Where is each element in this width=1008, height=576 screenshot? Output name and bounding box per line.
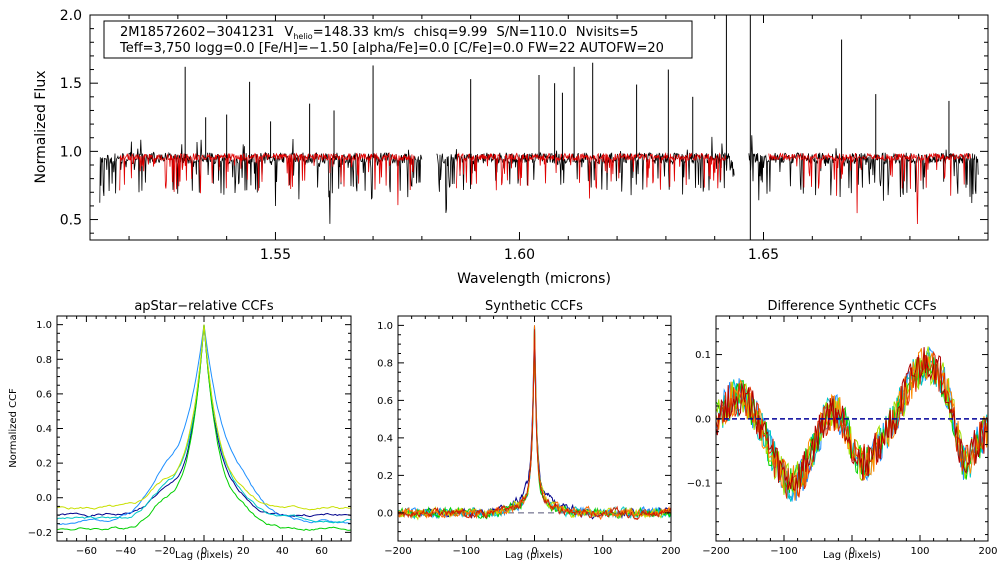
x-tick-label: −200 — [384, 546, 411, 557]
x-tick-label: 200 — [978, 546, 997, 557]
model-spectrum-line — [456, 152, 727, 199]
x-tick-label: −100 — [453, 546, 480, 557]
apstar-ccf-ticks — [56, 315, 352, 542]
y-tick-label: 0.1 — [695, 350, 711, 361]
difference-ccf-y-tick-labels: −0.1 0.0 0.1 — [687, 350, 711, 490]
x-tick-label: 60 — [315, 546, 328, 557]
y-tick-label: 0.6 — [36, 389, 52, 400]
apstar-ccf-plot-area — [56, 324, 352, 531]
apstar-ccf-x-tick-labels: −60 −40 −20 0 20 40 60 — [76, 546, 328, 557]
apstar-ccf-y-tick-labels: −0.2 0.0 0.2 0.4 0.6 0.8 1.0 — [28, 320, 52, 539]
vhelio-value: =148.33 km/s — [313, 25, 405, 40]
x-tick-label: −40 — [115, 546, 136, 557]
x-tick-label: 100 — [593, 546, 612, 557]
difference-ccf-x-label: Lag (pixels) — [823, 550, 881, 561]
synthetic-ccf-y-tick-labels: 0.0 0.2 0.4 0.6 0.8 1.0 — [377, 321, 393, 520]
sn-value: S/N=110.0 — [496, 25, 566, 40]
x-tick-label: −20 — [154, 546, 175, 557]
x-tick-label: 1.60 — [504, 247, 535, 263]
synthetic-ccf-x-label: Lag (pixels) — [505, 550, 563, 561]
spectrum-y-tick-labels: 0.5 1.0 1.5 2.0 — [60, 8, 82, 229]
synthetic-ccf-ticks — [397, 315, 672, 541]
observed-spectrum-line — [436, 136, 735, 213]
apstar-ccf-x-label: Lag (pixels) — [175, 550, 233, 561]
x-tick-label: 0 — [849, 546, 855, 557]
ccf-series-line — [397, 329, 672, 521]
x-tick-label: 1.55 — [260, 247, 291, 263]
spectrum-x-label: Wavelength (microns) — [457, 271, 611, 287]
x-tick-label: −200 — [702, 546, 729, 557]
synthetic-ccf-panel: Synthetic CCFs −200 −100 0 100 200 0.0 0.2 0.4… — [377, 299, 680, 561]
y-tick-label: 0.4 — [377, 433, 393, 444]
y-tick-label: 0.0 — [377, 508, 393, 519]
difference-ccf-panel: Difference Synthetic CCFs −200 −100 0 100 20… — [687, 299, 998, 561]
x-tick-label: 40 — [276, 546, 289, 557]
y-tick-label: 0.8 — [377, 358, 393, 369]
difference-ccf-x-tick-labels: −200 −100 0 100 200 — [702, 546, 997, 557]
y-tick-label: 0.4 — [36, 424, 52, 435]
vhelio-subscript: helio — [293, 32, 312, 41]
apstar-ccf-panel: apStar−relative CCFs −60 −40 −20 0 20 40 60 −0… — [8, 299, 352, 561]
x-tick-label: 200 — [661, 546, 680, 557]
spectrum-y-label: Normalized Flux — [33, 71, 49, 184]
x-tick-label: 0 — [531, 546, 537, 557]
spectrum-ticks — [90, 14, 988, 240]
chisq-value: chisq=9.99 — [414, 25, 488, 40]
y-tick-label: 0.0 — [695, 414, 711, 425]
spectrum-frame — [89, 14, 989, 241]
y-tick-label: 1.0 — [60, 144, 82, 160]
difference-ccf-title: Difference Synthetic CCFs — [767, 299, 936, 314]
model-spectrum-line — [119, 151, 415, 206]
difference-ccf-ticks — [715, 315, 989, 541]
difference-series-line — [715, 354, 989, 493]
y-tick-label: 0.8 — [36, 355, 52, 366]
y-tick-label: 0.2 — [36, 459, 52, 470]
y-tick-label: 0.5 — [60, 212, 82, 228]
ccf-series-line — [56, 324, 352, 511]
ccf-series-line — [56, 324, 352, 526]
x-tick-label: −100 — [770, 546, 797, 557]
info-line-1: 2M18572602−3041231 Vhelio=148.33 km/s chis… — [120, 25, 638, 41]
model-spectrum-line — [768, 152, 971, 225]
y-tick-label: −0.2 — [28, 528, 52, 539]
y-tick-label: 1.0 — [36, 320, 52, 331]
star-id: 2M18572602−3041231 — [120, 25, 274, 40]
apstar-ccf-y-label: Normalized CCF — [8, 388, 19, 468]
difference-series-line — [715, 347, 989, 491]
apstar-ccf-title: apStar−relative CCFs — [134, 299, 274, 314]
observed-spectrum-line — [99, 138, 423, 224]
y-tick-label: 1.5 — [60, 76, 82, 92]
x-tick-label: 20 — [237, 546, 250, 557]
y-tick-label: 2.0 — [60, 8, 82, 24]
spectrum-plot-area — [99, 15, 979, 240]
x-tick-label: 1.65 — [748, 247, 779, 263]
y-tick-label: 0.2 — [377, 471, 393, 482]
nvisits-value: Nvisits=5 — [576, 25, 638, 40]
info-box — [103, 20, 693, 59]
spectrum-panel: 1.55 1.60 1.65 0.5 1.0 1.5 2.0 Wavelength (mi… — [33, 8, 989, 287]
synthetic-ccf-plot-area — [397, 325, 672, 521]
ccf-series-line — [56, 324, 351, 524]
y-tick-label: 1.0 — [377, 321, 393, 332]
y-tick-label: 0.0 — [36, 493, 52, 504]
y-tick-label: 0.6 — [377, 396, 393, 407]
ccf-series-line — [56, 324, 352, 531]
ccf-series-line — [56, 324, 352, 518]
vhelio-symbol: V — [284, 25, 293, 40]
info-line-2: Teff=3,750 logg=0.0 [Fe/H]=−1.50 [alpha/… — [119, 41, 664, 56]
synthetic-ccf-title: Synthetic CCFs — [485, 299, 583, 314]
x-tick-label: −60 — [76, 546, 97, 557]
difference-series-line — [716, 352, 989, 502]
spectrum-x-tick-labels: 1.55 1.60 1.65 — [260, 247, 779, 263]
y-tick-label: −0.1 — [687, 479, 711, 490]
x-tick-label: 100 — [910, 546, 929, 557]
synthetic-ccf-x-tick-labels: −200 −100 0 100 200 — [384, 546, 680, 557]
difference-series-line — [715, 350, 989, 499]
difference-ccf-plot-area — [715, 346, 989, 503]
x-tick-label: 0 — [201, 546, 207, 557]
